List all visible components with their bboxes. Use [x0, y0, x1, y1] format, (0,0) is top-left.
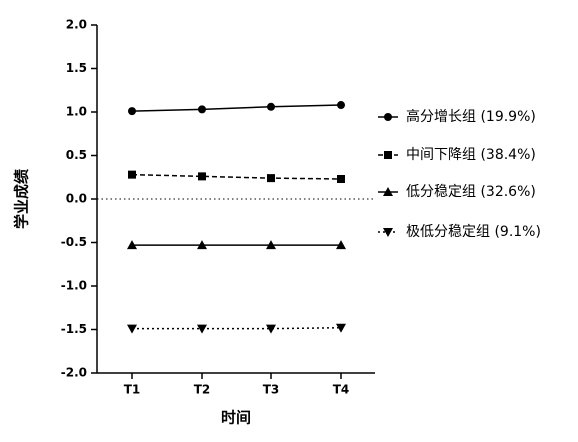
marker: [197, 324, 207, 334]
y-axis-title: 学业成绩: [13, 169, 31, 229]
legend-label: 高分增长组 (19.9%): [406, 108, 536, 125]
y-tick-label: 0.5: [66, 148, 87, 162]
marker: [337, 101, 345, 110]
marker: [336, 323, 346, 333]
marker: [127, 324, 137, 334]
marker: [128, 170, 136, 179]
x-tick-label: T3: [263, 383, 280, 397]
y-tick-label: 1.0: [66, 105, 87, 119]
x-axis-title: 时间: [221, 409, 251, 427]
marker: [198, 105, 206, 114]
legend-marker: [383, 228, 393, 237]
marker: [266, 324, 276, 334]
marker: [267, 102, 275, 111]
legend-label: 低分稳定组 (32.6%): [406, 184, 536, 200]
y-tick-label: -0.5: [61, 235, 87, 249]
y-tick-label: 0.0: [66, 192, 87, 206]
y-tick-label: -2.0: [61, 366, 87, 380]
x-tick-label: T2: [194, 383, 211, 397]
y-tick-label: 2.0: [66, 18, 87, 32]
y-tick-label: 1.5: [66, 61, 87, 75]
y-tick-label: -1.5: [61, 322, 87, 336]
marker: [197, 240, 207, 250]
marker: [127, 240, 137, 250]
legend-label: 中间下降组 (38.4%): [406, 147, 536, 163]
marker: [198, 172, 206, 181]
x-tick-label: T4: [333, 383, 350, 397]
series-line: [131, 173, 342, 180]
y-tick-label: -1.0: [61, 279, 87, 293]
marker: [266, 240, 276, 250]
marker: [337, 174, 345, 183]
marker: [267, 174, 275, 183]
legend-marker: [383, 187, 393, 196]
series-line: [132, 327, 342, 330]
x-tick-label: T1: [124, 383, 141, 397]
marker: [128, 107, 136, 116]
legend-label: 极低分稳定组 (9.1%): [406, 224, 541, 240]
marker: [336, 240, 346, 250]
series-line: [131, 104, 342, 112]
legend-marker: [384, 113, 392, 121]
legend-marker: [384, 151, 392, 159]
